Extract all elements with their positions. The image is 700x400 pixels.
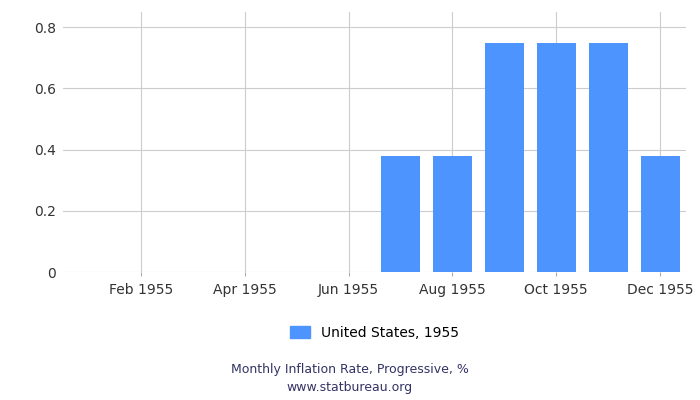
Bar <box>640 156 680 272</box>
Text: www.statbureau.org: www.statbureau.org <box>287 382 413 394</box>
Bar <box>485 42 524 272</box>
Text: Monthly Inflation Rate, Progressive, %: Monthly Inflation Rate, Progressive, % <box>231 364 469 376</box>
Bar <box>589 42 628 272</box>
Legend: United States, 1955: United States, 1955 <box>290 326 459 340</box>
Bar <box>381 156 420 272</box>
Bar <box>433 156 472 272</box>
Bar <box>537 42 575 272</box>
